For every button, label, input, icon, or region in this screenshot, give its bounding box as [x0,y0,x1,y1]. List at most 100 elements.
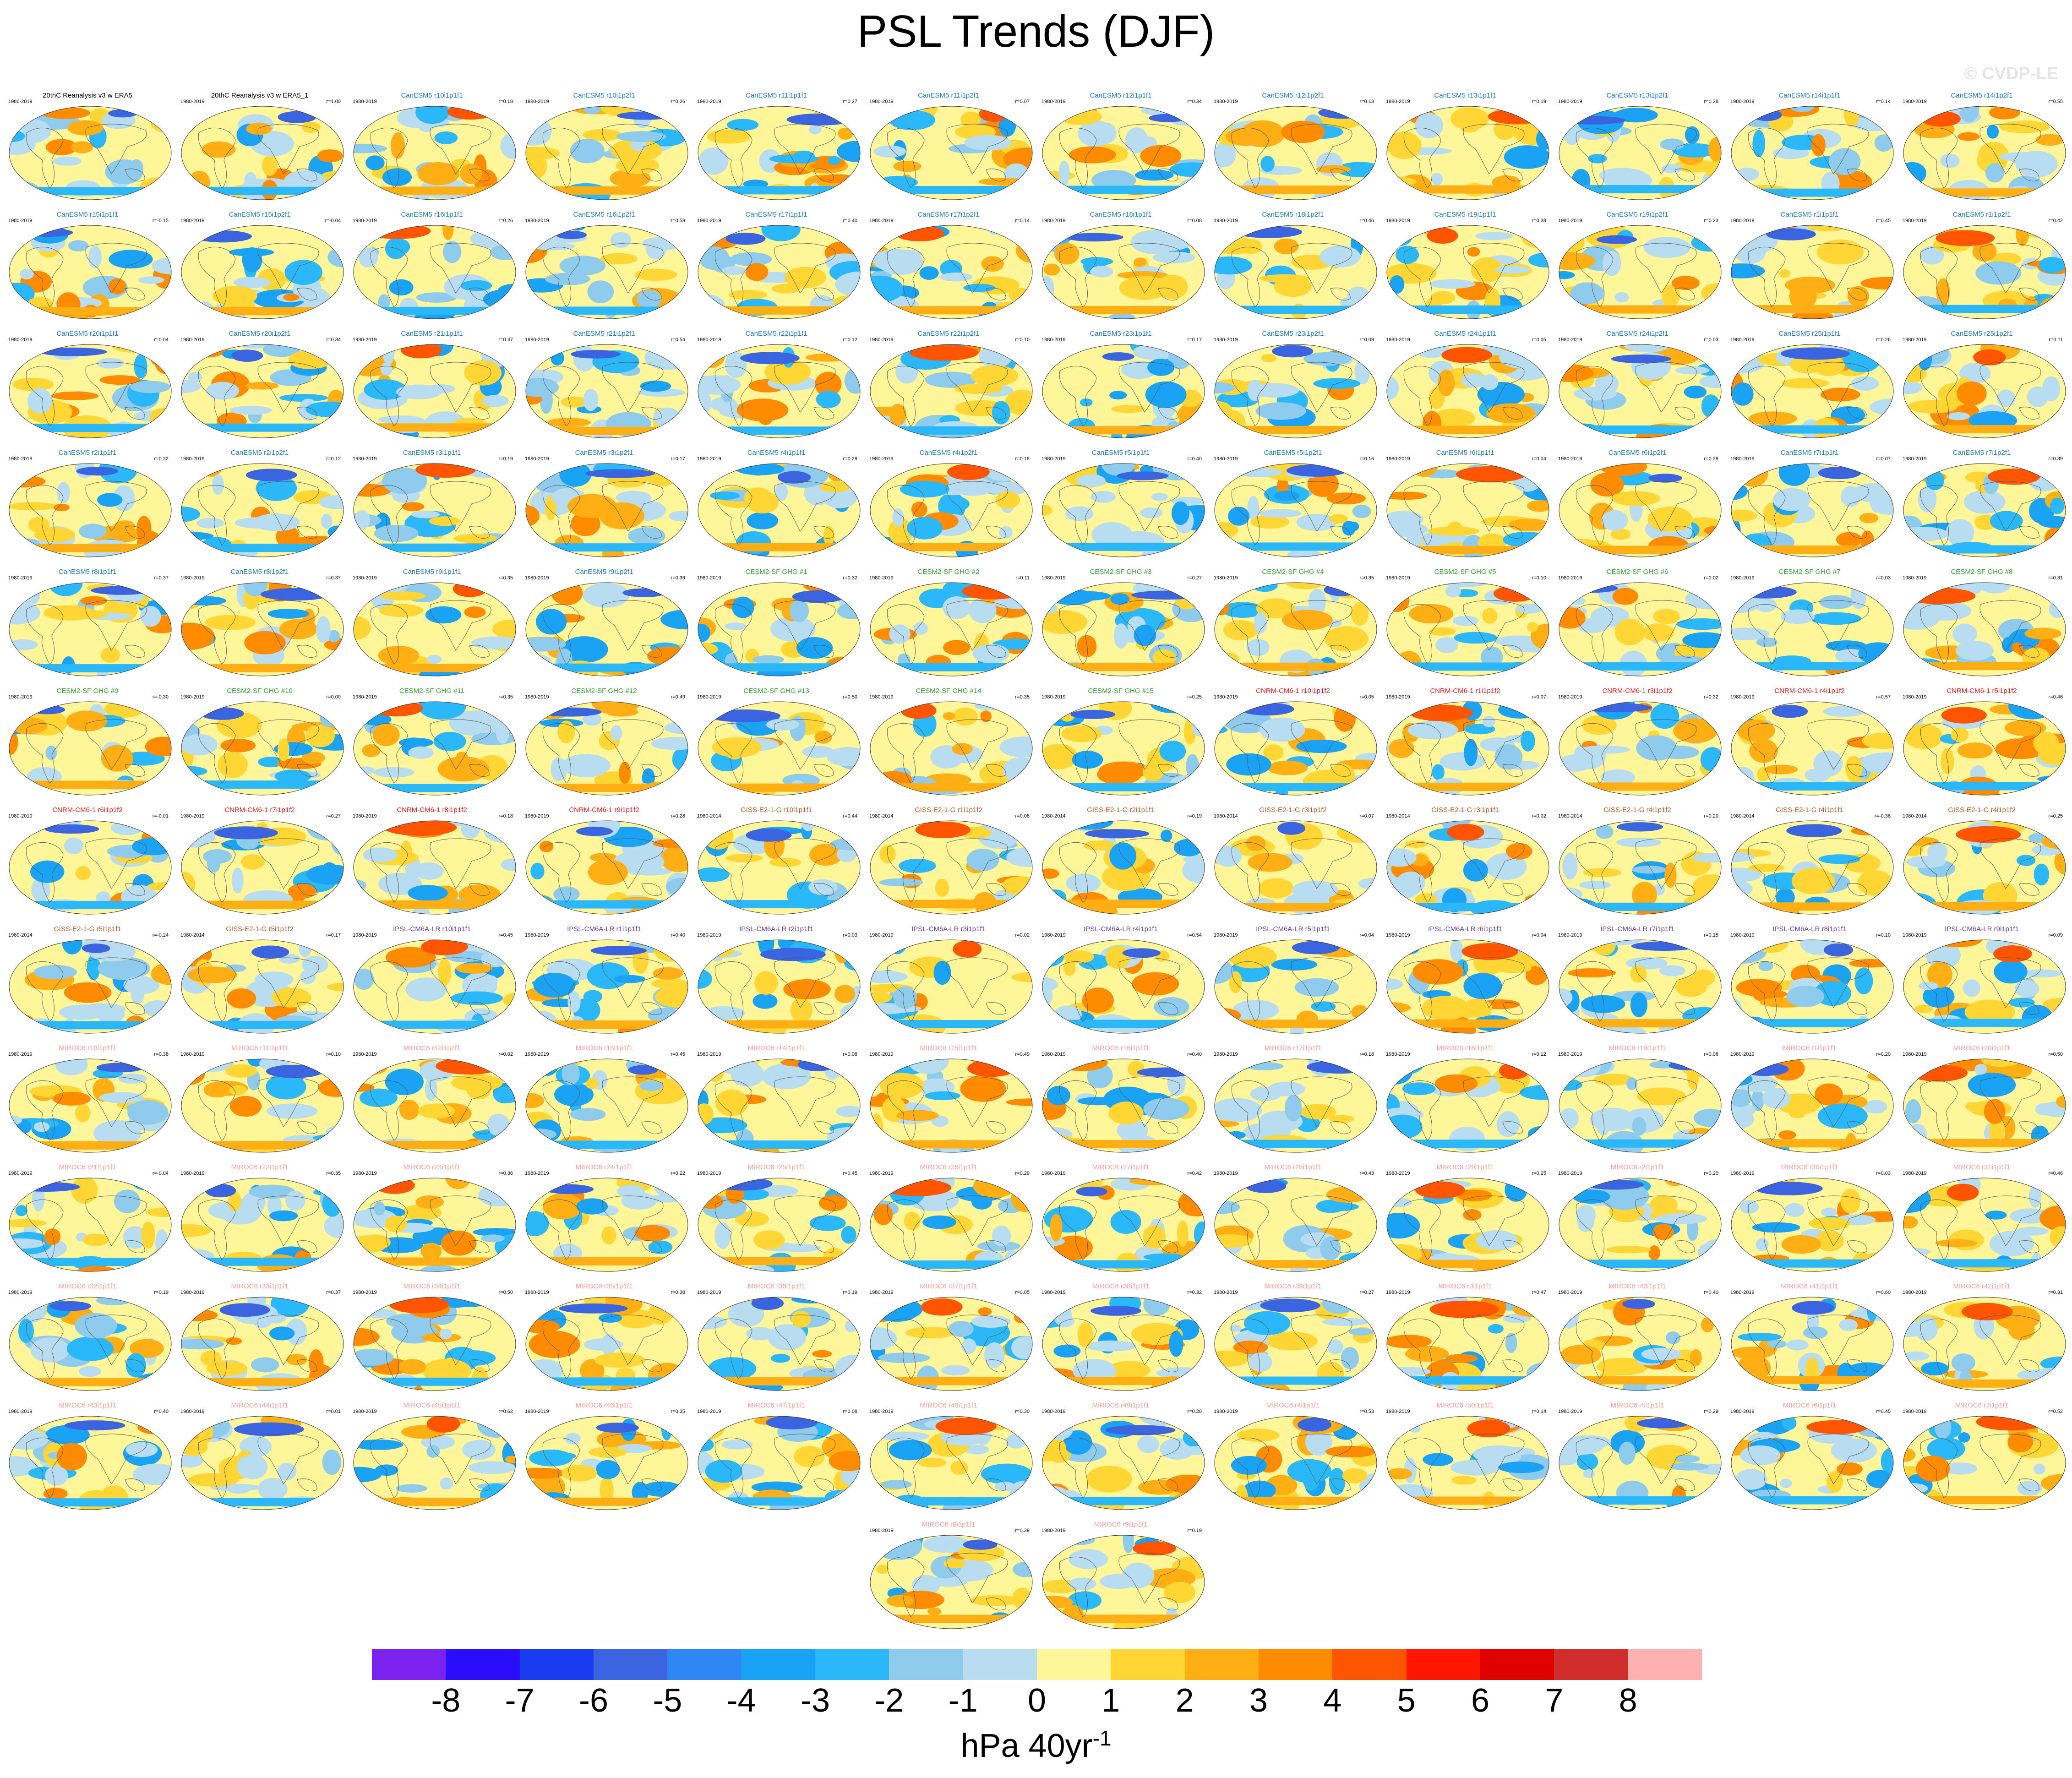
panel-correlation: r=0.03 [1876,1171,1891,1176]
panel-correlation: r=0.27 [843,99,858,104]
colorbar-segment [815,1649,889,1680]
panel-title: CanESM5 r16i1p2f1 [573,211,635,218]
psl-trend-map [1386,463,1549,557]
panel-title: CanESM5 r25i1p2f1 [1951,330,2013,338]
colorbar [372,1649,1702,1680]
panel-correlation: r=-0.04 [152,1171,169,1176]
panel-years: 1980-2019 [180,813,205,819]
map-panel: MIROC6 r23i1p1f1 1980-2019 r=0.36 [347,1163,517,1277]
panel-title: IPSL-CM6A-LR r2i1p1f1 [739,925,813,933]
map-panel: MIROC6 r20i1p1f1 1980-2019 r=0.50 [1897,1044,2067,1158]
panel-years: 1980-2019 [353,694,377,700]
panel-correlation: r=0.29 [1704,1409,1719,1414]
panel-correlation: r=0.18 [1359,1052,1374,1057]
panel-years: 1980-2019 [1214,1052,1238,1057]
psl-trend-map [1903,939,2066,1034]
panel-correlation: r=0.07 [1015,99,1030,104]
panel-correlation: r=0.49 [1015,1052,1030,1057]
colorbar-segment [372,1649,446,1680]
panel-correlation: r=0.05 [1359,694,1374,700]
psl-trend-map [1731,1058,1894,1153]
map-panel: CanESM5 r12i1p2f1 1980-2019 r=0.13 [1208,92,1378,205]
psl-trend-map [698,582,861,676]
panel-years: 1980-2019 [180,1171,205,1176]
psl-trend-map [1386,820,1549,915]
panel-title: MIROC6 r37i1p1f1 [920,1282,977,1290]
map-panel: MIROC6 r16i1p1f1 1980-2019 r=0.40 [1036,1044,1205,1158]
panel-title: GISS-E2-1-G r2i1p1f1 [1087,806,1155,814]
map-panel: CanESM5 r19i1p1f1 1980-2019 r=0.38 [1380,211,1550,324]
psl-trend-map [1042,1416,1205,1510]
panel-title: MIROC6 r41i1p1f1 [1781,1282,1838,1290]
panel-title: IPSL-CM6A-LR r3i1p1f1 [911,925,986,933]
map-panel: MIROC6 r8i1p1f1 1980-2019 r=0.39 [864,1521,1033,1634]
psl-trend-map [525,820,688,915]
map-panel: IPSL-CM6A-LR r2i1p1f1 1980-2019 r=0.03 [692,925,861,1039]
map-panel: 20thC Reanalysis v3 w ERA5 1980-2019 [3,92,172,205]
panel-years: 1980-2019 [1214,1409,1238,1414]
map-panel: MIROC6 r2i1p1f1 1980-2019 r=0.20 [1553,1163,1722,1277]
panel-title: MIROC6 r21i1p1f1 [59,1163,116,1171]
map-panel: CanESM5 r19i1p2f1 1980-2019 r=0.23 [1553,211,1722,324]
panel-title: MIROC6 r48i1p1f1 [920,1402,977,1409]
panel-years: 1980-2019 [1903,575,1927,581]
panel-correlation: r=0.45 [843,1171,858,1176]
panel-years: 1980-2019 [1386,575,1410,581]
panel-years: 1980-2019 [1730,218,1755,224]
panel-years: 1980-2019 [697,1171,721,1176]
panel-title: CESM2-SF GHG #14 [916,687,981,695]
panel-title: CanESM5 r20i1p1f1 [56,330,119,338]
panel-correlation: r=0.07 [1359,813,1374,819]
panel-correlation: r=-0.38 [1874,813,1891,819]
map-panel: IPSL-CM6A-LR r7i1p1f1 1980-2019 r=0.15 [1553,925,1722,1039]
map-panel: CanESM5 r1i1p2f1 1980-2019 r=0.42 [1897,211,2067,324]
map-panel: CNRM-CM6-1 r6i1p1f2 1980-2019 r=-0.01 [3,806,172,920]
panel-title: CanESM5 r21i1p2f1 [573,330,635,338]
map-panel: MIROC6 r24i1p1f1 1980-2019 r=0.22 [519,1163,689,1277]
map-panel: CanESM5 r8i1p1f1 1980-2019 r=0.37 [3,568,172,682]
panel-title: CESM2-SF GHG #13 [743,687,809,695]
psl-trend-map [1559,582,1722,676]
panel-correlation: r=0.45 [1876,1409,1891,1414]
psl-trend-map [1559,1178,1722,1272]
panel-title: MIROC6 r39i1p1f1 [1264,1282,1322,1290]
panel-years: 1980-2019 [1386,933,1410,938]
panel-correlation: r=0.07 [1876,456,1891,462]
map-panel: MIROC6 r31i1p1f1 1980-2019 r=0.46 [1897,1163,2067,1277]
psl-trend-map [870,701,1033,796]
psl-trend-map [353,1058,516,1153]
panel-correlation: r=0.35 [671,1409,686,1414]
panel-years: 1980-2019 [8,813,33,819]
colorbar-segment [889,1649,963,1680]
psl-trend-map [698,463,861,557]
psl-trend-map [9,820,172,915]
map-panel: MIROC6 r35i1p1f1 1980-2019 r=0.38 [519,1282,689,1396]
panel-correlation: r=0.03 [843,933,858,938]
panel-title: CNRM-CM6-1 r3i1p1f2 [1602,687,1673,695]
colorbar-tick-label: -7 [505,1682,534,1719]
map-panel: MIROC6 r17i1p1f1 1980-2019 r=0.18 [1208,1044,1378,1158]
map-panel: CNRM-CM6-1 r9i1p1f2 1980-2019 r=0.28 [519,806,689,920]
map-panel: IPSL-CM6A-LR r3i1p1f1 1980-2019 r=0.02 [864,925,1033,1039]
psl-trend-map [9,1297,172,1391]
map-panel: IPSL-CM6A-LR r5i1p1f1 1980-2019 r=0.04 [1208,925,1378,1039]
panel-correlation: r=0.39 [1015,1528,1030,1533]
panel-correlation: r=0.04 [1532,456,1547,462]
colorbar-tick-label: -4 [726,1682,756,1719]
panel-years: 1980-2014 [1903,813,1927,819]
panel-title: CanESM5 r3i1p2f1 [575,449,633,457]
panel-years: 1980-2019 [697,99,721,104]
panel-years: 1980-2019 [525,456,549,462]
panel-correlation: r=0.40 [843,218,858,224]
panel-correlation: r=0.03 [1876,575,1891,581]
map-panel: CanESM5 r5i1p1f1 1980-2019 r=0.40 [1036,449,1205,562]
panel-title: MIROC6 r32i1p1f1 [59,1282,116,1290]
panel-title: CESM2-SF GHG #10 [227,687,293,695]
panel-correlation: r=0.34 [1187,99,1202,104]
panel-title: MIROC6 r35i1p1f1 [575,1282,633,1290]
panel-title: IPSL-CM6A-LR r6i1p1f1 [1428,925,1502,933]
map-panel: MIROC6 r50i1p1f1 1980-2019 r=0.14 [1380,1402,1550,1515]
map-panel: CanESM5 r25i1p2f1 1980-2019 r=0.11 [1897,330,2067,443]
panel-title: MIROC6 r11i1p1f1 [231,1044,288,1052]
panel-title: MIROC6 r42i1p1f1 [1953,1282,2011,1290]
